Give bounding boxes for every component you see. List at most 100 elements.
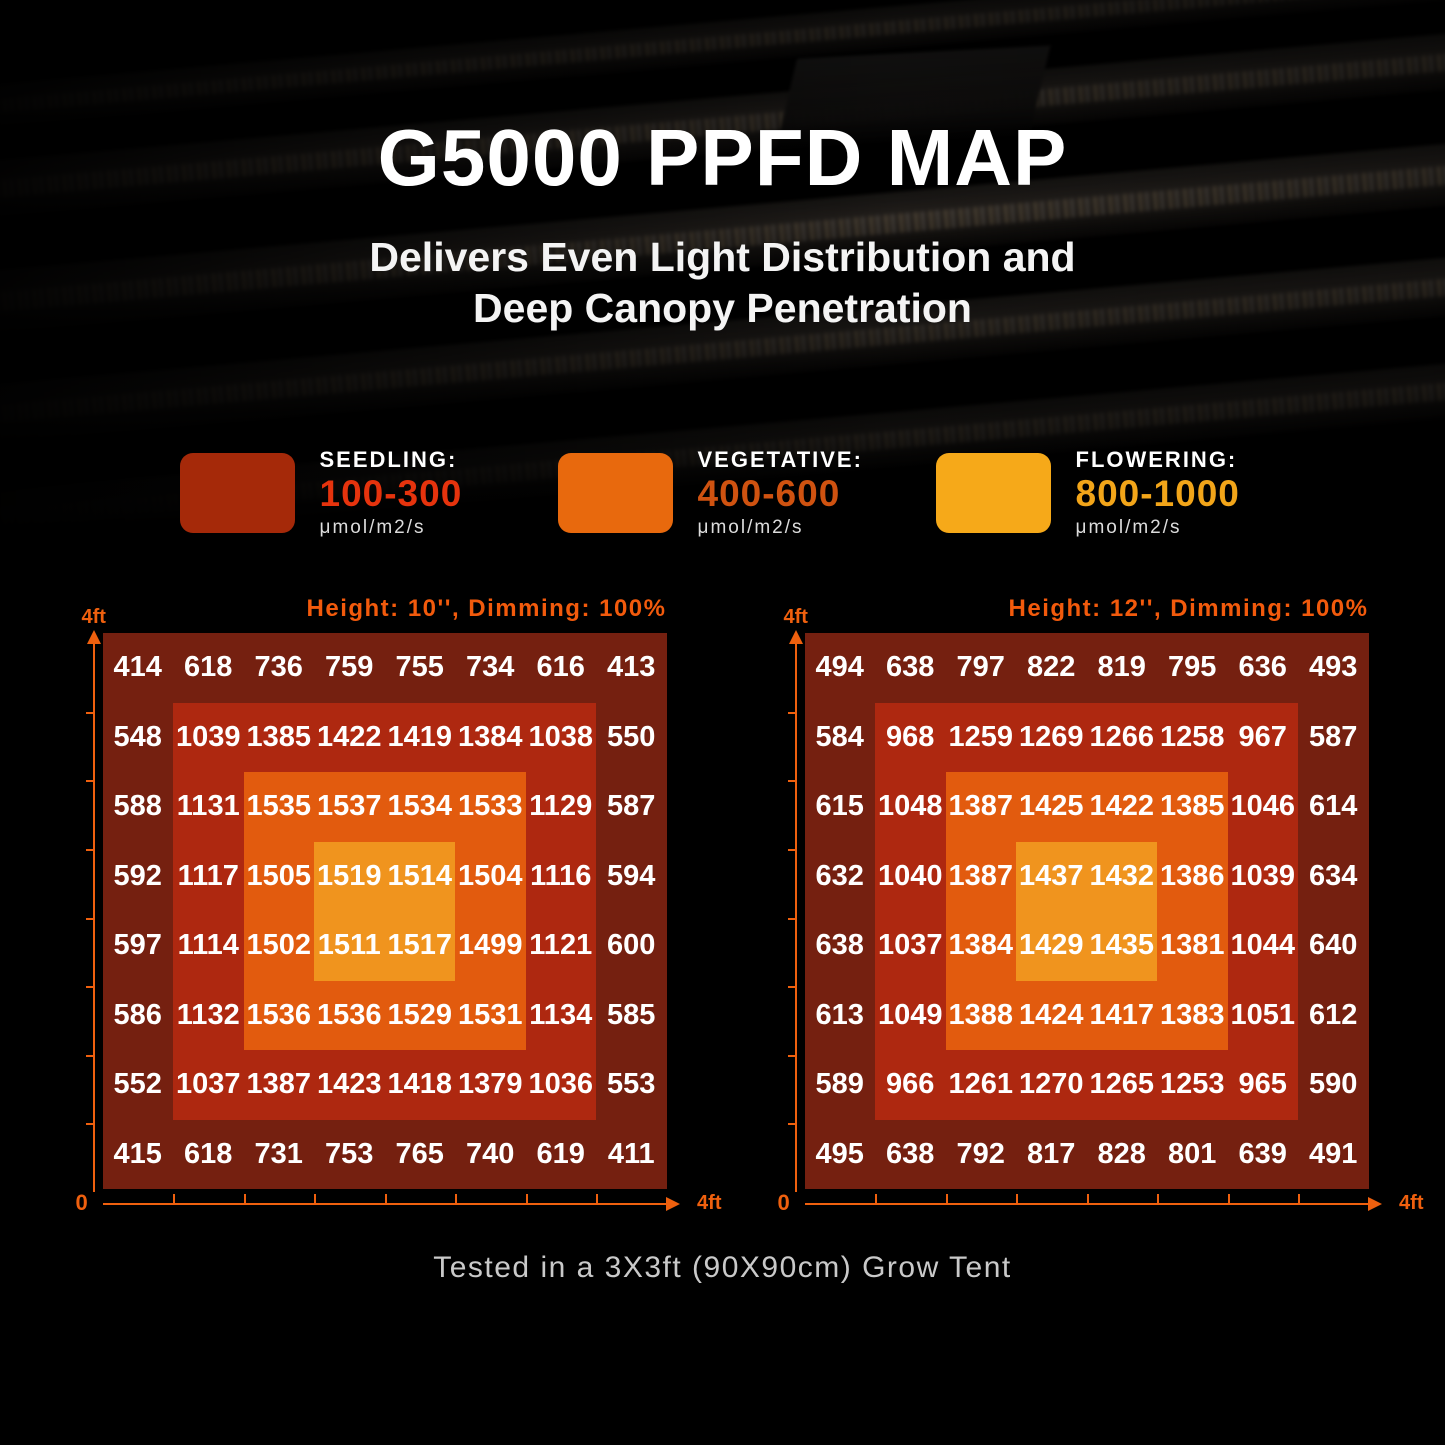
heatmap-cell: 594 [596, 841, 667, 912]
legend-label: FLOWERING: [1075, 446, 1238, 472]
heatmap-cell: 592 [102, 841, 173, 912]
heatmap-cell: 1519 [314, 841, 385, 912]
ppfd-charts-row: Height: 10'', Dimming: 100% 4ft 414 618 73… [0, 595, 1445, 1215]
heatmap-cell: 753 [314, 1119, 385, 1190]
x-axis-origin-label: 0 [777, 1190, 790, 1216]
y-axis-max-label: 4ft [81, 606, 106, 629]
heatmap-cell: 740 [455, 1119, 526, 1190]
ppfd-legend: SEEDLING: 100-300 μmol/m2/s VEGETATIVE: … [0, 447, 1445, 540]
x-axis-tick [455, 1194, 457, 1206]
heatmap-cell: 1502 [243, 911, 314, 981]
heatmap-cell: 553 [596, 1050, 667, 1120]
heatmap-cell: 1386 [1157, 841, 1228, 912]
y-axis-tick [85, 1054, 95, 1057]
heatmap-cell: 589 [804, 1050, 875, 1120]
legend-item-vegetative: VEGETATIVE: 400-600 μmol/m2/s [557, 447, 888, 540]
heatmap-cell: 638 [875, 633, 946, 703]
heatmap-cell: 1533 [455, 772, 526, 842]
heatmap-cell: 1116 [525, 841, 596, 912]
heatmap-cell: 1514 [384, 841, 455, 912]
heatmap-cell: 1417 [1086, 980, 1157, 1051]
heatmap-cell: 1269 [1016, 702, 1087, 773]
heatmap-cell: 1385 [243, 702, 314, 773]
heatmap-cell: 632 [804, 841, 875, 912]
heatmap-cell: 615 [804, 772, 875, 842]
x-axis-tick [945, 1194, 948, 1206]
heatmap-cell: 734 [455, 633, 526, 703]
heatmap-cell: 587 [596, 772, 667, 842]
heatmap-cell: 586 [102, 980, 173, 1051]
heatmap-cell: 1517 [384, 911, 455, 981]
chart-condition-label: Height: 12'', Dimming: 100% [1008, 595, 1369, 623]
y-axis: 4ft [77, 606, 106, 1193]
heatmap-cell: 1381 [1157, 911, 1228, 981]
heatmap-cell: 618 [173, 633, 244, 703]
test-condition-note: Tested in a 3X3ft (90X90cm) Grow Tent [433, 1251, 1012, 1285]
heatmap-cell: 494 [804, 633, 875, 703]
heatmap-cell: 819 [1086, 633, 1157, 703]
heatmap-cell: 1499 [455, 911, 526, 981]
x-axis-arrow-icon [665, 1197, 680, 1212]
x-axis-tick [1227, 1194, 1230, 1206]
heatmap-cell: 548 [102, 702, 173, 773]
heatmap-cell: 614 [1298, 772, 1369, 842]
heatmap-cell: 1437 [1016, 841, 1087, 912]
heatmap-cell: 765 [384, 1119, 455, 1190]
heatmap-cell: 1536 [314, 980, 385, 1051]
y-axis-tick [787, 917, 797, 920]
x-axis-tick [1298, 1194, 1300, 1206]
subtitle-line-2: Deep Canopy Penetration [473, 285, 972, 332]
heatmap-cell: 1261 [945, 1050, 1016, 1120]
heatmap-cell: 600 [596, 911, 667, 981]
x-axis-arrow-icon [1367, 1197, 1382, 1212]
heatmap-cell: 817 [1016, 1119, 1087, 1190]
y-axis-max-label: 4ft [783, 606, 808, 629]
y-axis: 4ft [779, 606, 808, 1193]
heatmap-cell: 1131 [173, 772, 244, 842]
heatmap-cell: 1534 [384, 772, 455, 842]
y-axis-line [787, 643, 797, 1193]
heatmap-cell: 1418 [384, 1050, 455, 1120]
heatmap-cell: 1535 [243, 772, 314, 842]
heatmap-cell: 1038 [525, 702, 596, 773]
legend-unit: μmol/m2/s [1075, 517, 1182, 539]
heatmap-cell: 495 [804, 1119, 875, 1190]
x-axis: 0 4ft [778, 1190, 1424, 1215]
heatmap-cell: 1037 [875, 911, 946, 981]
heatmap-cell: 639 [1227, 1119, 1298, 1190]
heatmap-cell: 550 [596, 702, 667, 773]
heatmap-cell: 755 [384, 633, 455, 703]
y-axis-tick [787, 1054, 797, 1057]
heatmap-cell: 597 [102, 911, 173, 981]
heatmap-cell: 1253 [1157, 1050, 1228, 1120]
heatmap-cell: 1536 [243, 980, 314, 1051]
heatmap-cell: 1384 [455, 702, 526, 773]
heatmap-cell: 619 [525, 1119, 596, 1190]
heatmap-cell: 1529 [384, 980, 455, 1051]
legend-range: 400-600 [697, 472, 841, 514]
heatmap-cell: 1046 [1227, 772, 1298, 842]
heatmap-cell: 1423 [314, 1050, 385, 1120]
legend-unit: μmol/m2/s [319, 517, 426, 539]
heatmap-cell: 638 [804, 911, 875, 981]
x-axis-tick [314, 1194, 316, 1206]
x-axis-tick [596, 1194, 598, 1206]
y-axis-tick [85, 986, 95, 989]
heatmap-cell: 616 [525, 633, 596, 703]
y-axis-tick [85, 1123, 95, 1126]
heatmap-cell: 414 [102, 633, 173, 703]
heatmap-cell: 1531 [455, 980, 526, 1051]
heatmap-cell: 736 [243, 633, 314, 703]
legend-range: 100-300 [319, 472, 463, 514]
heatmap-cell: 1259 [945, 702, 1016, 773]
heatmap-cell: 584 [804, 702, 875, 773]
heatmap-cell: 588 [102, 772, 173, 842]
heatmap-cell: 1384 [945, 911, 1016, 981]
heatmap-cell: 1049 [875, 980, 946, 1051]
y-axis-tick [787, 986, 797, 989]
heatmap-cell: 1424 [1016, 980, 1087, 1051]
heatmap-cell: 1134 [525, 980, 596, 1051]
heatmap-cell: 968 [875, 702, 946, 773]
heatmap-cell: 1422 [314, 702, 385, 773]
heatmap-cell: 1387 [945, 841, 1016, 912]
